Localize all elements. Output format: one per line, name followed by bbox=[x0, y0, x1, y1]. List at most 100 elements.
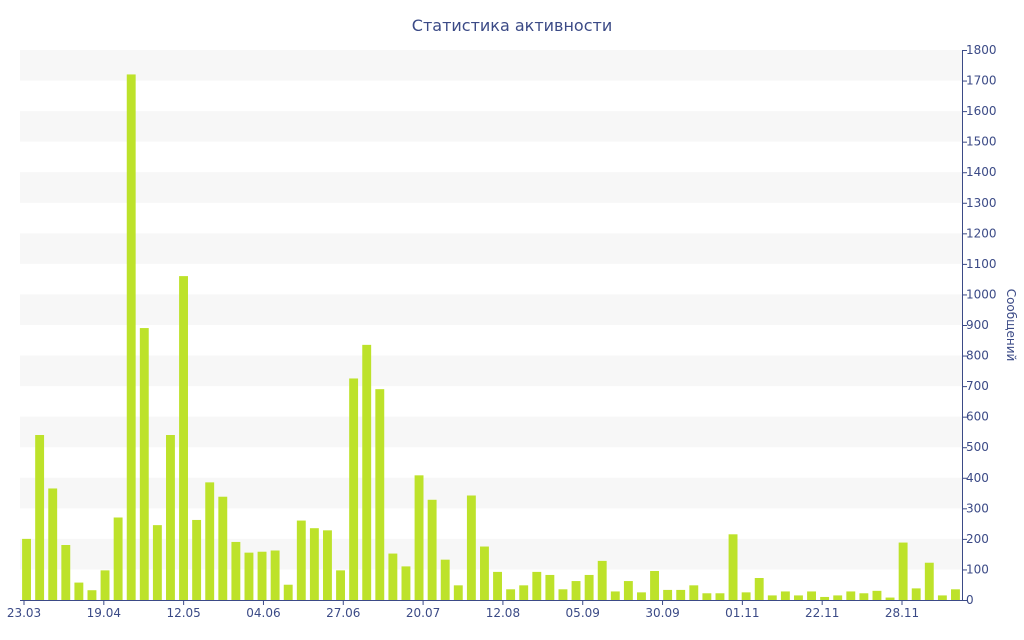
bar bbox=[610, 591, 620, 600]
bar bbox=[702, 593, 712, 600]
bar bbox=[846, 591, 856, 600]
bar bbox=[323, 530, 332, 600]
y-tick-label: 500 bbox=[966, 440, 989, 454]
bar bbox=[911, 588, 921, 600]
y-tick-label: 700 bbox=[966, 379, 989, 393]
bar bbox=[558, 589, 568, 600]
bar bbox=[872, 590, 882, 600]
grid-band bbox=[20, 233, 962, 264]
bar bbox=[231, 541, 241, 600]
x-tick-label: 12.08 bbox=[486, 606, 520, 620]
x-tick-label: 04.06 bbox=[246, 606, 280, 620]
y-tick-label: 1700 bbox=[966, 74, 997, 88]
grid-band bbox=[20, 538, 962, 570]
x-tick-label: 01.11 bbox=[725, 606, 759, 620]
bar bbox=[388, 553, 398, 600]
bar bbox=[951, 589, 960, 600]
bar bbox=[650, 570, 659, 600]
y-tick-label: 1100 bbox=[966, 257, 997, 271]
y-tick-label: 300 bbox=[966, 501, 989, 515]
bar bbox=[336, 570, 345, 600]
x-tick-label: 19.04 bbox=[87, 606, 121, 620]
x-tick-label: 30.09 bbox=[645, 606, 679, 620]
bar bbox=[571, 581, 581, 600]
chart-title: Статистика активности bbox=[411, 16, 613, 35]
bar bbox=[35, 435, 45, 600]
bar bbox=[859, 593, 869, 600]
bar bbox=[728, 534, 738, 600]
bar bbox=[427, 499, 437, 600]
bar bbox=[440, 559, 450, 600]
bar bbox=[794, 595, 803, 600]
bar bbox=[48, 488, 58, 600]
bar bbox=[375, 389, 385, 600]
x-axis-ticks: 23.03 19.04 12.05 04.06 27.06 20.07 12.08 05.09… bbox=[7, 600, 919, 620]
y-tick-label: 400 bbox=[966, 471, 989, 485]
bar bbox=[820, 596, 830, 600]
y-tick-label: 600 bbox=[966, 410, 989, 424]
bar bbox=[466, 495, 476, 600]
grid-band bbox=[20, 172, 962, 203]
bar bbox=[597, 560, 607, 600]
bar bbox=[898, 542, 908, 600]
bar bbox=[885, 597, 895, 600]
y-tick-label: 1500 bbox=[966, 135, 997, 149]
bar bbox=[545, 574, 555, 600]
grid-band bbox=[20, 416, 962, 448]
y-axis-label: Сообщений bbox=[1004, 289, 1018, 362]
y-tick-label: 1400 bbox=[966, 165, 997, 179]
y-tick-label: 200 bbox=[966, 532, 989, 546]
grid-bands bbox=[20, 50, 962, 570]
y-tick-label: 1300 bbox=[966, 196, 997, 210]
bar bbox=[113, 517, 123, 600]
y-tick-label: 1000 bbox=[966, 287, 997, 301]
y-axis-ticks: 0 100 200 300 400 500 600 700 800 900 1000 1100 1200… bbox=[962, 43, 997, 607]
bar bbox=[205, 482, 215, 600]
y-tick-label: 1600 bbox=[966, 104, 997, 118]
bar bbox=[126, 74, 136, 600]
bar bbox=[689, 585, 699, 600]
bar bbox=[152, 525, 162, 600]
bars bbox=[22, 74, 960, 600]
bar bbox=[807, 591, 816, 600]
bar bbox=[244, 552, 254, 600]
bar bbox=[715, 593, 725, 600]
bar bbox=[780, 591, 790, 600]
bar bbox=[623, 581, 633, 600]
bar bbox=[257, 551, 267, 600]
bar bbox=[493, 571, 502, 600]
bar bbox=[179, 276, 188, 600]
bar bbox=[87, 590, 97, 600]
y-tick-label: 1200 bbox=[966, 226, 997, 240]
bar bbox=[218, 496, 228, 600]
bar bbox=[506, 589, 516, 600]
bar bbox=[283, 584, 293, 600]
bar bbox=[349, 378, 359, 600]
bar bbox=[833, 595, 843, 600]
x-tick-label: 05.09 bbox=[566, 606, 600, 620]
bar bbox=[754, 578, 764, 600]
bar bbox=[309, 528, 319, 600]
grid-band bbox=[20, 50, 962, 81]
bar bbox=[453, 585, 463, 600]
y-tick-label: 0 bbox=[966, 593, 974, 607]
x-tick-label: 28.11 bbox=[885, 606, 919, 620]
bar bbox=[414, 475, 424, 600]
y-tick-label: 900 bbox=[966, 318, 989, 332]
y-tick-label: 800 bbox=[966, 349, 989, 363]
bar bbox=[401, 566, 411, 600]
x-tick-label: 23.03 bbox=[7, 606, 41, 620]
bar bbox=[532, 571, 542, 600]
bar bbox=[61, 545, 71, 600]
bar bbox=[663, 589, 673, 600]
grid-band bbox=[20, 355, 962, 387]
bar bbox=[741, 592, 751, 600]
grid-band bbox=[20, 111, 962, 142]
bar bbox=[637, 592, 646, 600]
y-tick-label: 1800 bbox=[966, 43, 997, 57]
bar bbox=[937, 595, 947, 600]
y-tick-label: 100 bbox=[966, 562, 989, 576]
x-tick-label: 20.07 bbox=[406, 606, 440, 620]
bar bbox=[584, 574, 594, 600]
